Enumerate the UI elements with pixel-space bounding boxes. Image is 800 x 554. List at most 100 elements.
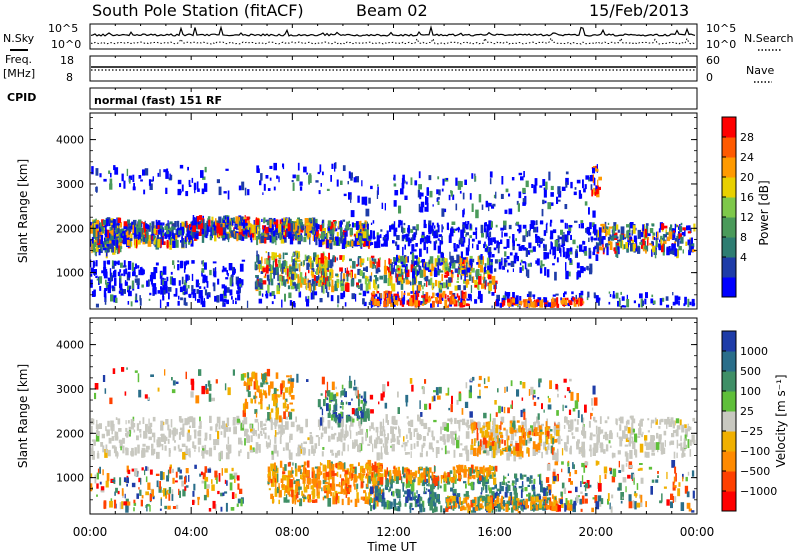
velocity-cell: [382, 443, 384, 448]
power-cell: [589, 267, 593, 275]
power-cell: [551, 242, 553, 249]
power-cell: [669, 227, 672, 231]
power-cell: [147, 234, 151, 243]
power-cell: [457, 269, 461, 275]
velocity-cell: [555, 452, 559, 462]
velocity-cell: [676, 439, 679, 449]
velocity-cell: [354, 409, 356, 416]
velocity-cell: [639, 420, 643, 427]
power-cell: [99, 276, 103, 280]
velocity-cell: [349, 425, 351, 432]
power-cell: [462, 224, 465, 230]
power-cell: [651, 294, 654, 298]
power-cell: [184, 221, 187, 227]
power-cell: [418, 171, 421, 179]
power-cell: [197, 299, 201, 303]
velocity-cell: [358, 426, 361, 429]
power-cell: [133, 182, 135, 189]
power-cell: [281, 218, 284, 222]
velocity-cell: [421, 446, 424, 449]
power-cell: [178, 295, 180, 300]
velocity-cell: [223, 428, 226, 438]
velocity-cell: [541, 480, 543, 485]
power-cell: [415, 295, 418, 300]
power-cell: [402, 246, 404, 256]
velocity-cell: [666, 420, 668, 429]
power-cell: [537, 297, 542, 306]
power-cell: [573, 303, 577, 307]
power-cell: [305, 296, 307, 302]
power-cell: [592, 222, 595, 227]
velocity-cell: [278, 415, 282, 423]
velocity-cell: [232, 419, 236, 426]
power-cell: [306, 262, 310, 270]
power-cell: [572, 297, 576, 301]
velocity-cell: [431, 430, 434, 438]
velocity-cell: [294, 463, 297, 472]
power-cell: [159, 169, 161, 177]
velocity-cell: [629, 430, 632, 439]
velocity-cell: [569, 421, 574, 430]
power-cell: [450, 270, 453, 274]
power-colorbar-tick: 20: [740, 171, 754, 184]
power-cell: [430, 240, 432, 244]
power-cell: [561, 186, 566, 191]
velocity-cell: [295, 416, 297, 423]
power-cell: [127, 285, 129, 291]
power-cell: [181, 240, 185, 248]
power-cell: [230, 275, 234, 284]
power-cell: [480, 224, 484, 234]
velocity-cell: [346, 431, 349, 436]
power-cell: [106, 238, 110, 241]
velocity-cell: [316, 468, 319, 476]
power-cell: [424, 236, 427, 243]
velocity-cell: [186, 432, 190, 442]
power-cell: [275, 225, 278, 232]
velocity-cell: [384, 448, 387, 453]
velocity-cell: [329, 460, 331, 469]
velocity-cell: [268, 404, 270, 410]
power-cell: [241, 234, 245, 241]
power-cell: [327, 231, 329, 239]
power-cell: [584, 184, 587, 190]
power-cell: [169, 241, 172, 250]
power-cell: [169, 227, 172, 232]
power-cell: [446, 222, 449, 230]
power-cell: [195, 233, 199, 240]
velocity-cell: [588, 420, 591, 428]
velocity-cell: [189, 425, 191, 428]
power-cell: [295, 262, 297, 270]
velocity-cell: [325, 390, 329, 394]
power-cell: [204, 166, 207, 173]
power-cell: [308, 222, 312, 231]
power-cell: [392, 240, 395, 244]
velocity-cell: [380, 489, 384, 494]
velocity-cell: [639, 443, 644, 453]
power-cell: [485, 200, 488, 208]
velocity-cell: [264, 392, 268, 399]
power-cell: [544, 297, 548, 305]
power-cell: [453, 248, 458, 252]
power-cell: [438, 189, 441, 196]
power-cell: [552, 246, 557, 256]
velocity-cell: [130, 427, 133, 430]
power-cell: [588, 232, 592, 236]
power-cell: [268, 226, 272, 233]
velocity-cell: [318, 437, 320, 446]
power-cell: [391, 267, 395, 275]
velocity-cell: [331, 426, 333, 430]
power-cell: [672, 301, 676, 306]
velocity-cell: [282, 471, 286, 475]
velocity-cell: [334, 403, 338, 412]
velocity-cell: [247, 451, 250, 459]
power-cell: [376, 261, 378, 269]
power-cell: [655, 240, 658, 248]
power-cell: [551, 297, 554, 302]
power-cell: [616, 243, 619, 246]
velocity-cell: [508, 450, 512, 457]
velocity-cell: [290, 374, 292, 382]
velocity-cell: [311, 478, 314, 484]
power-cell: [303, 236, 307, 243]
power-cell: [155, 225, 160, 230]
velocity-cell: [275, 389, 279, 392]
